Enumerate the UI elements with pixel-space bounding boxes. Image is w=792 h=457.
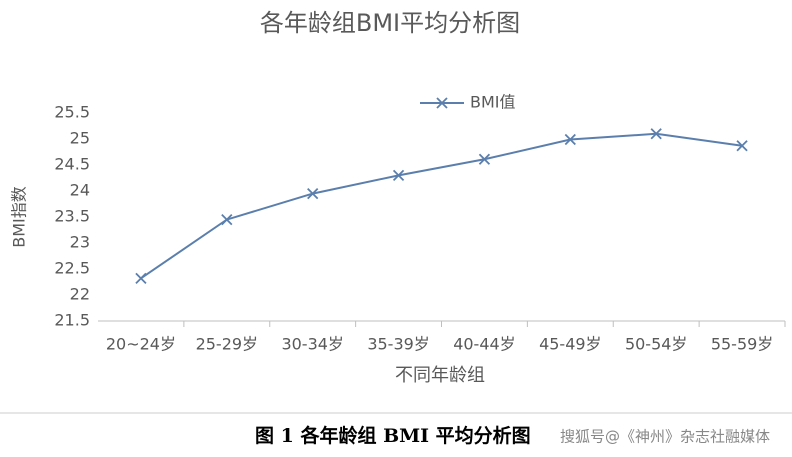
watermark: 搜狐号@《神州》杂志社融媒体: [560, 428, 770, 446]
y-tick-label: 21.5: [54, 311, 90, 330]
caption: 图 1 各年龄组 BMI 平均分析图: [255, 424, 531, 447]
x-tick-label: 25-29岁: [196, 335, 259, 354]
y-tick-label: 24.5: [54, 155, 90, 174]
marker: [478, 153, 491, 165]
x-tick-label: 45-49岁: [539, 335, 602, 354]
x-tick-label: 50-54岁: [625, 335, 688, 354]
marker: [307, 187, 319, 200]
y-tick-label: 23.5: [54, 207, 90, 226]
x-tick-label: 40-44岁: [453, 335, 516, 354]
marker: [392, 169, 405, 182]
marker: [650, 128, 662, 140]
x-axis-label: 不同年龄组: [395, 365, 485, 386]
x-tick-label: 55-59岁: [711, 335, 774, 354]
marker: [135, 272, 147, 284]
y-tick-label: 22: [70, 285, 90, 304]
x-tick-label: 30-34岁: [281, 335, 344, 354]
chart-title: 各年龄组BMI平均分析图: [260, 9, 520, 37]
legend-marker: [436, 97, 448, 109]
y-tick-label: 25.5: [54, 103, 90, 122]
x-tick-label: 35-39岁: [367, 335, 430, 354]
y-tick-label: 23: [70, 233, 90, 252]
marker: [564, 133, 576, 146]
x-tick-label: 20~24岁: [106, 335, 176, 354]
line: [140, 132, 743, 280]
y-tick-label: 22.5: [54, 259, 90, 278]
marker: [221, 213, 233, 226]
y-tick-label: 25: [70, 129, 90, 148]
legend-label: BMI值: [470, 93, 516, 112]
marker: [736, 140, 748, 152]
y-axis-label: BMI指数: [10, 186, 29, 248]
y-tick-label: 24: [70, 181, 90, 200]
